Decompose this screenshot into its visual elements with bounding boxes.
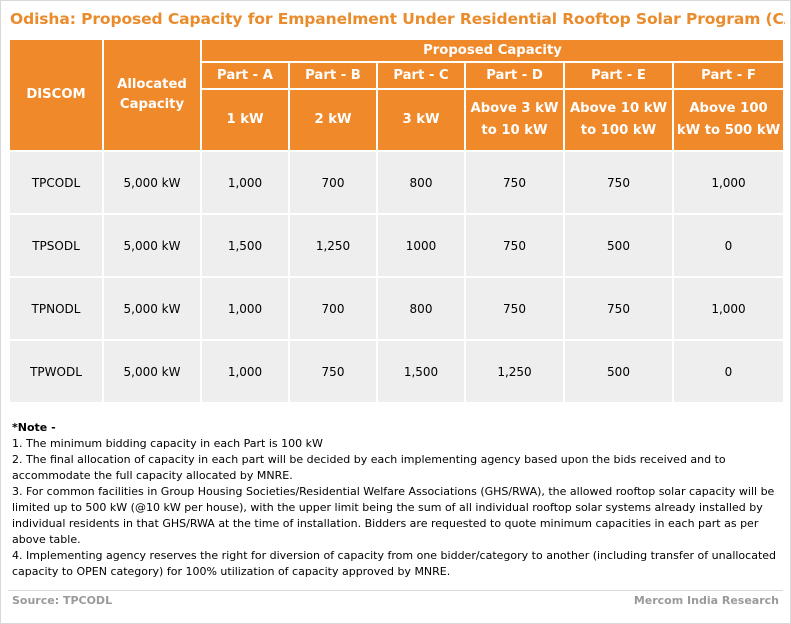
range-header: Above 3 kW to 10 kW [464, 88, 565, 152]
discom-cell: TPNODL [8, 276, 104, 341]
value-cell: 750 [464, 276, 565, 341]
allocated-cell: 5,000 kW [102, 339, 202, 404]
part-header: Part - E [563, 61, 674, 90]
table-row: TPCODL 5,000 kW 1,000 700 800 750 750 1,… [8, 150, 785, 215]
value-cell: 750 [464, 213, 565, 278]
range-header: 1 kW [200, 88, 290, 152]
value-cell: 750 [288, 339, 378, 404]
allocated-cell: 5,000 kW [102, 276, 202, 341]
footer-divider [8, 590, 783, 591]
notes-heading: *Note - [12, 421, 56, 434]
value-cell: 750 [464, 150, 565, 215]
value-cell: 500 [563, 339, 674, 404]
note-item: 1. The minimum bidding capacity in each … [12, 437, 323, 450]
allocated-header: Allocated Capacity [102, 38, 202, 152]
value-cell: 700 [288, 276, 378, 341]
discom-cell: TPSODL [8, 213, 104, 278]
discom-cell: TPCODL [8, 150, 104, 215]
table-row: TPNODL 5,000 kW 1,000 700 800 750 750 1,… [8, 276, 785, 341]
table-row: TPWODL 5,000 kW 1,000 750 1,500 1,250 50… [8, 339, 785, 404]
proposed-header: Proposed Capacity [200, 38, 785, 63]
value-cell: 1,500 [376, 339, 466, 404]
value-cell: 1,000 [672, 276, 785, 341]
value-cell: 750 [563, 150, 674, 215]
value-cell: 1000 [376, 213, 466, 278]
credit-label: Mercom India Research [633, 594, 779, 607]
value-cell: 1,250 [288, 213, 378, 278]
value-cell: 750 [563, 276, 674, 341]
note-item: 3. For common facilities in Group Housin… [12, 485, 775, 546]
note-item: 2. The final allocation of capacity in e… [12, 453, 726, 482]
value-cell: 1,000 [200, 276, 290, 341]
discom-header: DISCOM [8, 38, 104, 152]
notes-section: *Note - 1. The minimum bidding capacity … [12, 420, 780, 580]
capacity-table: DISCOM Allocated Capacity Proposed Capac… [8, 38, 785, 404]
value-cell: 1,000 [200, 339, 290, 404]
range-header: Above 10 kW to 100 kW [563, 88, 674, 152]
value-cell: 800 [376, 276, 466, 341]
allocated-cell: 5,000 kW [102, 150, 202, 215]
ranges-row: 1 kW 2 kW 3 kW Above 3 kW to 10 kW Above… [9, 88, 785, 152]
allocated-cell: 5,000 kW [102, 213, 202, 278]
part-header: Part - F [672, 61, 785, 90]
range-header: 2 kW [288, 88, 378, 152]
value-cell: 0 [672, 213, 785, 278]
parts-row: Part - A Part - B Part - C Part - D Part… [9, 61, 785, 90]
value-cell: 800 [376, 150, 466, 215]
range-header: Above 100 kW to 500 kW [672, 88, 785, 152]
discom-cell: TPWODL [8, 339, 104, 404]
note-item: 4. Implementing agency reserves the righ… [12, 549, 777, 578]
value-cell: 1,000 [200, 150, 290, 215]
part-header: Part - B [288, 61, 378, 90]
value-cell: 0 [672, 339, 785, 404]
part-header: Part - C [376, 61, 466, 90]
value-cell: 1,500 [200, 213, 290, 278]
range-header: 3 kW [376, 88, 466, 152]
value-cell: 500 [563, 213, 674, 278]
table-row: TPSODL 5,000 kW 1,500 1,250 1000 750 500… [8, 213, 785, 278]
source-label: Source: TPCODL [12, 594, 113, 607]
value-cell: 1,250 [464, 339, 565, 404]
value-cell: 1,000 [672, 150, 785, 215]
value-cell: 700 [288, 150, 378, 215]
part-header: Part - A [200, 61, 290, 90]
page-title: Odisha: Proposed Capacity for Empanelmen… [10, 10, 785, 28]
part-header: Part - D [464, 61, 565, 90]
